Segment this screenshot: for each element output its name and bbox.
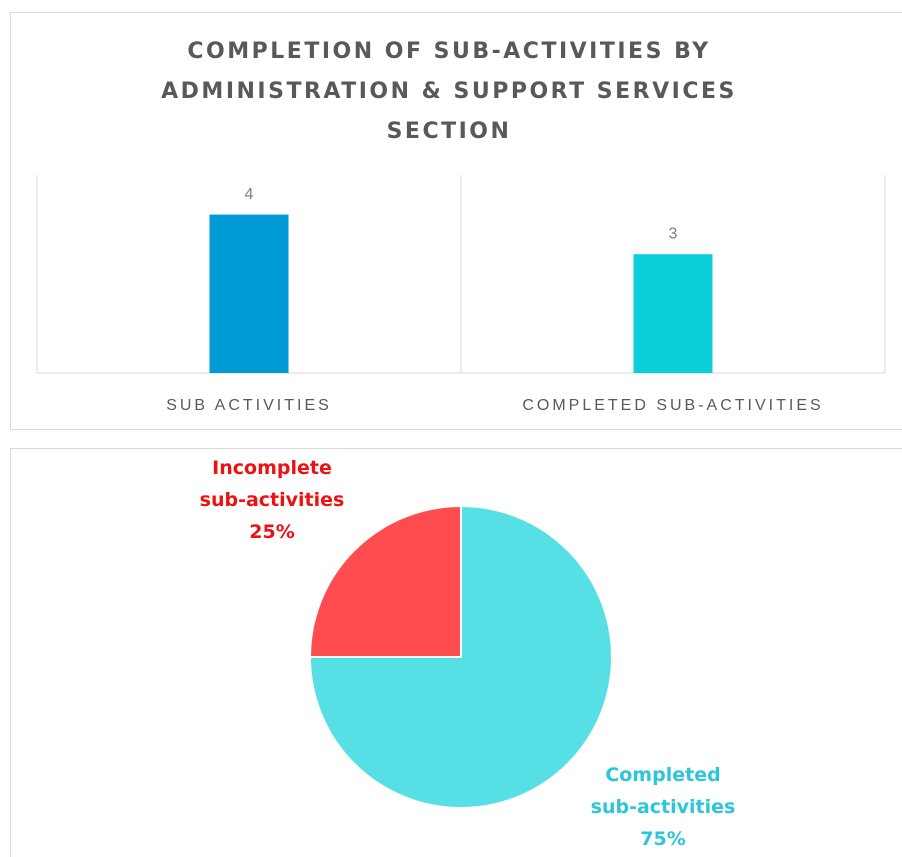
slice-label: Incomplete sub-activities 25% [197,452,347,548]
slice-name: Completed sub-activities [590,764,736,818]
slice-value: 75% [640,828,686,850]
slice-value: 25% [249,521,295,543]
pie-slice [308,504,613,809]
pie-panel [10,448,902,857]
slice-label: Completed sub-activities 75% [588,759,738,855]
bar-panel [10,12,902,430]
x-tick-label: SUB ACTIVITIES [166,397,332,414]
x-tick-label: COMPLETED SUB-ACTIVITIES [522,397,823,414]
chart-title: COMPLETION OF SUB-ACTIVITIES BY ADMINIST… [161,39,737,144]
bar [209,214,289,373]
data-label: 4 [245,186,254,203]
pie-slice [308,504,462,658]
data-label: 3 [669,225,678,242]
bar [633,254,713,373]
slice-name: Incomplete sub-activities [199,457,345,511]
